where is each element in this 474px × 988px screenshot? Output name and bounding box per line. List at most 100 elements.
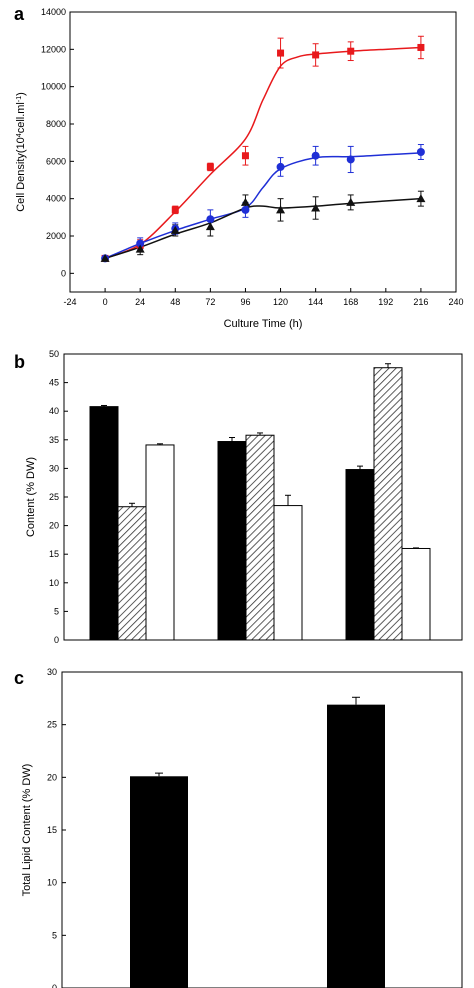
y-tick-label: 0 [52, 983, 57, 988]
cell-density-line-chart: 0 2000 4000 6000 8000 10000 12000 14000 -24 0 24 4… [15, 7, 464, 330]
x-tick-label: 48 [170, 297, 180, 307]
bar [373, 367, 403, 641]
bar [217, 441, 247, 641]
data-point-square [277, 49, 285, 57]
bars [130, 704, 385, 988]
y-axis-ticks: 0 5 10 15 20 25 30 35 40 45 50 [49, 349, 68, 645]
data-point-triangle [346, 197, 356, 206]
y-tick-label: 45 [49, 378, 59, 388]
data-point-circle [276, 162, 285, 171]
data-point-square [347, 47, 355, 55]
y-axis-title: Content (% DW) [25, 457, 37, 537]
y-tick-label: 20 [49, 521, 59, 531]
data-point-triangle [416, 194, 426, 203]
y-tick-label: 6000 [46, 156, 66, 166]
y-axis-ticks: 0 2000 4000 6000 8000 10000 12000 14000 [41, 7, 74, 278]
y-tick-label: 30 [49, 463, 59, 473]
x-tick-label: 0 [103, 297, 108, 307]
y-tick-label: 10 [49, 578, 59, 588]
x-tick-label: 168 [343, 297, 358, 307]
bar [327, 704, 385, 988]
x-tick-label: 96 [240, 297, 250, 307]
data-point-square [417, 43, 425, 51]
x-tick-label: 72 [205, 297, 215, 307]
y-tick-label: 10 [47, 878, 57, 888]
y-tick-label: 40 [49, 406, 59, 416]
bar [117, 506, 147, 641]
bar [273, 505, 303, 641]
x-tick-label: 144 [308, 297, 323, 307]
data-point-triangle [135, 244, 145, 253]
y-tick-label: 30 [47, 667, 57, 677]
data-point-square [241, 152, 249, 160]
x-tick-label: 192 [378, 297, 393, 307]
content-bar-chart: 0 5 10 15 20 25 30 35 40 45 50 Content (% DW) [25, 349, 463, 645]
y-tick-label: 12000 [41, 44, 66, 54]
x-tick-label: 24h [151, 976, 167, 986]
y-tick-label: 0 [61, 268, 66, 278]
series-0-curve [104, 46, 421, 260]
plot-frame [61, 671, 463, 988]
data-point-circle [241, 205, 250, 214]
x-tick-label: 72h [348, 976, 364, 986]
data-point-circle [346, 155, 355, 164]
y-tick-label: 25 [47, 720, 57, 730]
panel-b-letter: b [14, 352, 25, 372]
y-tick-label: 15 [49, 549, 59, 559]
plot-frame [69, 11, 457, 293]
y-tick-label: 4000 [46, 194, 66, 204]
y-tick-label: 35 [49, 435, 59, 445]
data-point-triangle [240, 197, 250, 206]
y-tick-label: 25 [49, 492, 59, 502]
y-axis-ticks: 0 5 10 15 20 25 30 [47, 667, 66, 988]
x-tick-label: 120 [273, 297, 288, 307]
data-point-square [171, 206, 179, 214]
x-tick-label: 240 [448, 297, 463, 307]
y-tick-label: 10000 [41, 82, 66, 92]
x-axis-ticks: -24 0 24 48 72 96 120 144 168 192 216 240 [63, 288, 464, 307]
data-point-circle [416, 148, 425, 156]
series-1-curve [104, 152, 421, 260]
x-tick-label: -24 [63, 297, 76, 307]
x-axis-ticks: 24h 72h [151, 976, 364, 986]
y-tick-label: 8000 [46, 119, 66, 129]
data-point-triangle [311, 203, 321, 212]
data-point-triangle [205, 222, 215, 231]
bar [89, 406, 119, 641]
y-axis-title: Cell Density(104cell.ml-1) [15, 92, 27, 212]
error-bars [101, 363, 419, 549]
data-point-circle [206, 215, 215, 224]
x-tick-label: 216 [413, 297, 428, 307]
data-point-square [312, 51, 320, 59]
y-tick-label: 20 [47, 772, 57, 782]
data-point-triangle [100, 253, 110, 262]
y-tick-label: 14000 [41, 7, 66, 17]
y-tick-label: 50 [49, 349, 59, 359]
data-point-square [206, 163, 214, 171]
fitted-curves [104, 46, 421, 260]
bars [89, 367, 431, 641]
bar [345, 469, 375, 641]
total-lipid-bar-chart: 0 5 10 15 20 25 30 24h 72h Total Lipid Content … [21, 667, 463, 988]
y-tick-label: 0 [54, 635, 59, 645]
data-point-triangle [170, 225, 180, 234]
bar [145, 444, 175, 641]
data-point-circle [136, 239, 145, 248]
data-points [100, 43, 426, 263]
error-bars [102, 35, 424, 261]
y-tick-label: 5 [54, 606, 59, 616]
series-2-curve [104, 197, 421, 260]
bar [401, 547, 431, 641]
y-tick-label: 2000 [46, 231, 66, 241]
panel-a-letter: a [14, 4, 25, 24]
x-axis-title: Culture Time (h) [224, 318, 303, 330]
y-tick-label: 5 [52, 930, 57, 940]
bar [130, 776, 188, 988]
y-tick-label: 15 [47, 825, 57, 835]
bar [245, 434, 275, 641]
error-bars [155, 696, 360, 777]
x-tick-label: 24 [135, 297, 145, 307]
y-axis-title: Total Lipid Content (% DW) [21, 764, 33, 897]
data-point-circle [311, 151, 320, 160]
